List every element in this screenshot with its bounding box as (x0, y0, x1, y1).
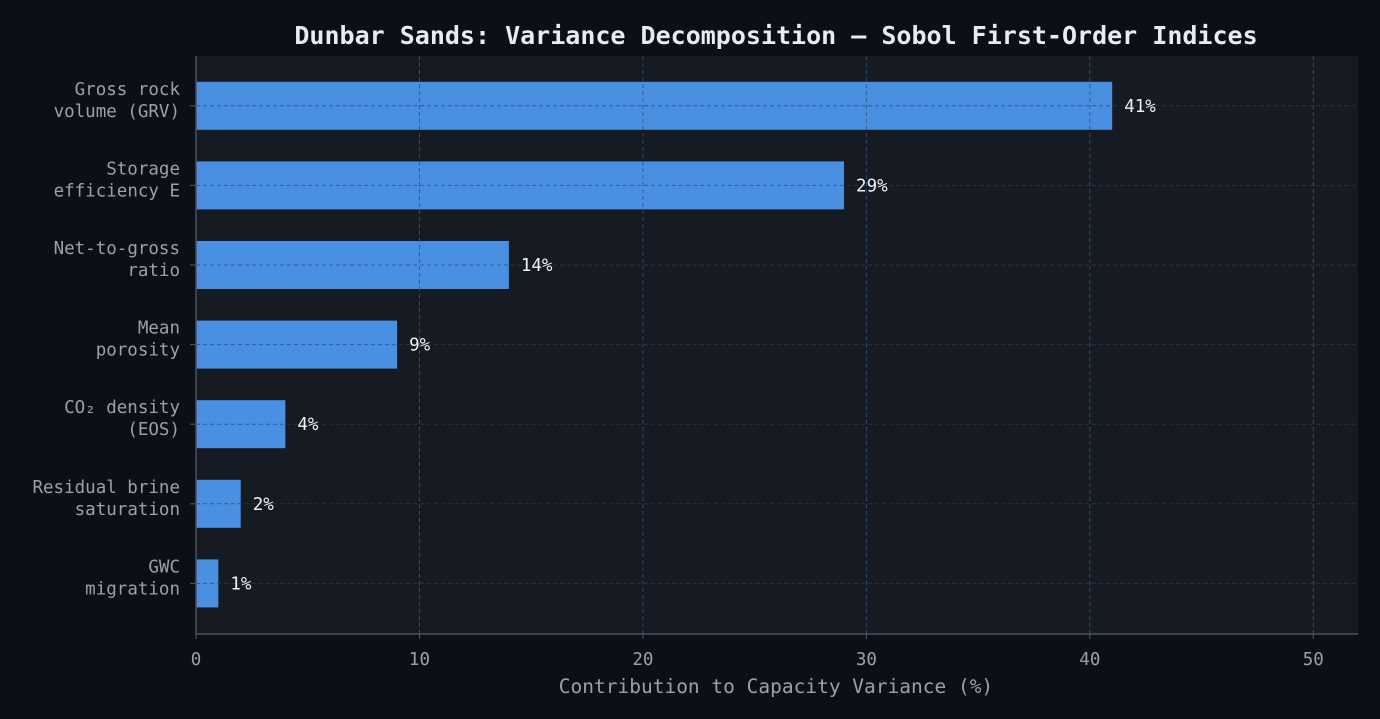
category-label-0: Gross rock volume (GRV) (54, 80, 181, 122)
category-label-line: efficiency E (54, 181, 180, 201)
data-label-1: 29% (856, 176, 888, 196)
category-label-1: Storage efficiency E (54, 159, 180, 201)
category-label-line: GWC (148, 557, 180, 577)
axes (190, 56, 1358, 639)
category-label-line: ratio (127, 261, 180, 281)
category-label-line: Storage (106, 159, 180, 179)
category-label-4: CO₂ density (EOS) (64, 398, 180, 440)
category-label-2: Net-to-gross ratio (54, 239, 180, 281)
data-label-0: 41% (1124, 97, 1156, 117)
category-label-line: saturation (75, 500, 180, 520)
x-axis-title: Contribution to Capacity Variance (%) (559, 675, 993, 698)
bar-6 (196, 559, 219, 608)
category-label-5: Residual brine saturation (32, 478, 180, 520)
category-label-line: Mean (138, 319, 180, 339)
category-label-line: Net-to-gross (54, 239, 180, 259)
category-label-line: volume (GRV) (54, 102, 180, 122)
category-label-line: (EOS) (127, 420, 180, 440)
category-label-line: Gross rock (75, 80, 181, 100)
category-label-line: migration (85, 579, 180, 599)
x-tick-label-10: 10 (409, 650, 430, 670)
data-label-4: 4% (297, 415, 319, 435)
x-tick-label-50: 50 (1303, 650, 1324, 670)
data-label-3: 9% (409, 336, 431, 356)
x-tick-label-40: 40 (1079, 650, 1100, 670)
data-label-2: 14% (521, 256, 553, 276)
x-tick-label-0: 0 (191, 650, 202, 670)
category-label-6: GWC migration (85, 557, 180, 599)
category-label-line: porosity (96, 341, 180, 361)
labels: 0 10 20 30 40 50 Gross rock volume (GRV) Storage… (32, 80, 1323, 670)
category-label-line: CO₂ density (64, 398, 180, 418)
chart-title: Dunbar Sands: Variance Decomposition — S… (294, 21, 1257, 50)
x-tick-label-20: 20 (632, 650, 653, 670)
category-label-line: Residual brine (32, 478, 180, 498)
data-label-5: 2% (253, 495, 275, 515)
data-label-6: 1% (230, 574, 252, 594)
x-tick-label-30: 30 (856, 650, 877, 670)
category-label-3: Mean porosity (96, 319, 180, 361)
grid-overlay (196, 56, 1314, 634)
